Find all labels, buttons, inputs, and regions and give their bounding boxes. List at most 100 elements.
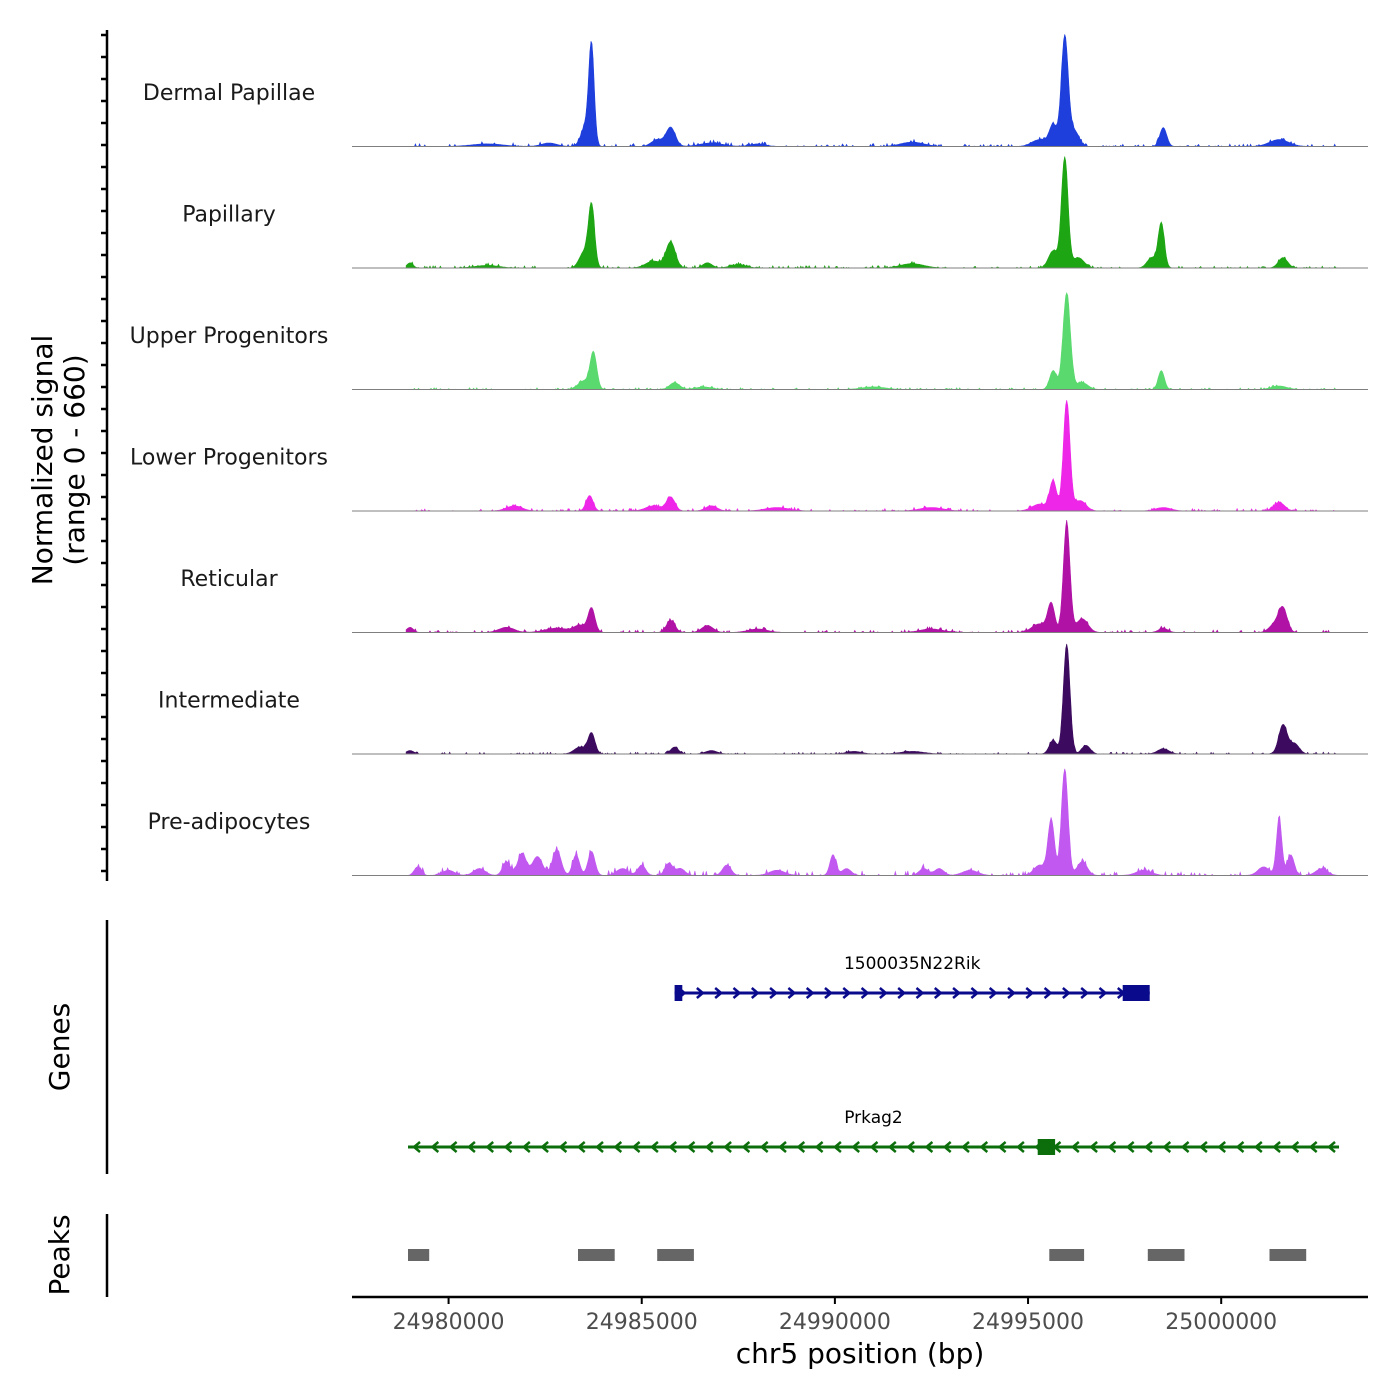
strand-arrow [448, 1141, 458, 1153]
strand-arrow [1180, 1141, 1190, 1153]
gene-label: 1500035N22Rik [844, 954, 981, 974]
strand-arrow [924, 1141, 934, 1153]
strand-arrow [741, 1141, 751, 1153]
coverage-tracks: Dermal Papillae Papillary Upper Progenitor… [130, 34, 1368, 877]
x-tick-label: 24980000 [393, 1310, 505, 1335]
strand-arrow [1272, 1141, 1281, 1153]
strand-arrow [1308, 1141, 1318, 1153]
strand-arrow [723, 1141, 732, 1153]
strand-arrow [769, 987, 779, 999]
track-intermediate: Intermediate [158, 643, 1368, 755]
track-papillary: Papillary [182, 156, 1368, 269]
gene-annotation-track: 1500035N22Rik Prkag2 [408, 954, 1340, 1155]
x-tick-label: 24985000 [586, 1310, 698, 1335]
strand-arrow [1080, 987, 1090, 999]
strand-arrow [1015, 1141, 1025, 1153]
strand-arrow [869, 1141, 879, 1153]
strand-arrow [485, 1141, 495, 1153]
strand-arrow [787, 987, 797, 999]
peak-region [1049, 1249, 1085, 1261]
strand-arrow [750, 987, 760, 999]
strand-arrow [860, 987, 870, 999]
strand-arrow [887, 1141, 897, 1153]
strand-arrow [796, 1141, 806, 1153]
strand-arrow [961, 1141, 970, 1153]
x-axis-title: chr5 position (bp) [736, 1337, 985, 1370]
strand-arrow [824, 987, 833, 999]
strand-arrow [540, 1141, 549, 1153]
strand-arrow [412, 1141, 421, 1153]
coverage-area [405, 519, 1341, 634]
x-tick-label: 24995000 [972, 1310, 1084, 1335]
exon [1122, 985, 1150, 1001]
strand-arrow [1217, 1141, 1227, 1153]
strand-arrow [430, 1141, 440, 1153]
signal-y-axis-title-line1: Normalized signal [26, 335, 59, 586]
strand-arrow [851, 1141, 861, 1153]
signal-y-axis-title-line2: (range 0 - 660) [58, 354, 91, 565]
coverage-area [405, 156, 1341, 269]
strand-arrow [714, 987, 724, 999]
peak-region [1147, 1249, 1185, 1261]
strand-arrow [1125, 1141, 1135, 1153]
peak-region [1269, 1249, 1307, 1261]
coverage-area [406, 768, 1341, 877]
exon [1037, 1139, 1056, 1155]
track-label: Lower Progenitors [130, 446, 328, 471]
track-dermal-papillae: Dermal Papillae [143, 34, 1368, 148]
strand-arrow [704, 1141, 714, 1153]
strand-arrow [1007, 987, 1016, 999]
strand-arrow [466, 1141, 476, 1153]
x-axis: 24980000 24985000 24990000 24995000 25000000 [352, 1295, 1368, 1335]
strand-arrow [1070, 1141, 1080, 1153]
strand-arrow [595, 1141, 604, 1153]
coverage-area [405, 643, 1341, 755]
strand-arrow [933, 987, 943, 999]
strand-arrow [1327, 1141, 1336, 1153]
peak-region [657, 1249, 694, 1261]
strand-arrow [1253, 1141, 1263, 1153]
coverage-area [406, 400, 1341, 512]
strand-arrow [805, 987, 815, 999]
strand-arrow [1290, 1141, 1300, 1153]
strand-arrow [1162, 1141, 1172, 1153]
track-label: Papillary [182, 203, 276, 228]
strand-arrow [759, 1141, 769, 1153]
strand-arrow [613, 1141, 623, 1153]
strand-arrow [832, 1141, 842, 1153]
strand-arrow [696, 987, 705, 999]
track-reticular: Reticular [180, 519, 1368, 634]
gene-prkag2: Prkag2 [408, 1108, 1340, 1155]
track-label: Pre-adipocytes [148, 810, 311, 835]
strand-arrow [631, 1141, 641, 1153]
strand-arrow [558, 1141, 568, 1153]
track-upper-progenitors: Upper Progenitors [130, 292, 1368, 391]
peak-region-track [408, 1249, 1307, 1261]
track-label: Reticular [180, 567, 278, 592]
strand-arrow [842, 987, 852, 999]
strand-arrow [778, 1141, 787, 1153]
strand-arrow [879, 987, 888, 999]
gene-1500035n22rik: 1500035N22Rik [674, 954, 1150, 1001]
peaks-track-title: Peaks [43, 1214, 76, 1295]
strand-arrow [1062, 987, 1071, 999]
peak-region [408, 1249, 430, 1261]
strand-arrow [1235, 1141, 1245, 1153]
strand-arrow [1043, 987, 1053, 999]
strand-arrow [906, 1141, 915, 1153]
strand-arrow [686, 1141, 696, 1153]
strand-arrow [1144, 1141, 1153, 1153]
track-label: Intermediate [158, 689, 300, 714]
strand-arrow [942, 1141, 952, 1153]
track-lower-progenitors: Lower Progenitors [130, 400, 1368, 512]
strand-arrow [649, 1141, 659, 1153]
strand-arrow [668, 1141, 678, 1153]
strand-arrow [915, 987, 925, 999]
strand-arrow [576, 1141, 586, 1153]
strand-arrow [1098, 987, 1108, 999]
track-label: Dermal Papillae [143, 81, 315, 106]
strand-arrow [952, 987, 962, 999]
coverage-area [406, 34, 1341, 148]
track-label: Upper Progenitors [130, 324, 329, 349]
coverage-area [406, 292, 1341, 391]
